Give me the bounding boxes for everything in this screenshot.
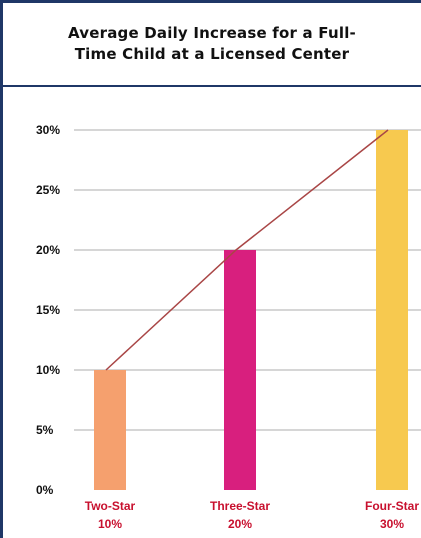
category-label: Two-Star — [85, 499, 136, 513]
category-value-label: 30% — [380, 517, 404, 531]
y-tick-label: 0% — [36, 483, 54, 497]
bar-three-star — [224, 250, 256, 490]
chart-title: Average Daily Increase for a Full- Time … — [27, 23, 397, 65]
category-label: Four-Star — [365, 499, 419, 513]
y-tick-label: 30% — [36, 123, 60, 137]
title-box: Average Daily Increase for a Full- Time … — [3, 3, 421, 87]
bar-two-star — [94, 370, 126, 490]
y-tick-label: 15% — [36, 303, 60, 317]
trend-line — [105, 129, 389, 371]
chart-title-line-1: Average Daily Increase for a Full- — [68, 24, 356, 42]
y-tick-label: 25% — [36, 183, 60, 197]
bar-chart: 0% 5% 10% 15% 20% 25% 30% Two-Star 10% Three-Star… — [36, 123, 421, 531]
y-tick-label: 10% — [36, 363, 60, 377]
category-value-label: 10% — [98, 517, 122, 531]
bar-four-star — [376, 130, 408, 490]
y-tick-label: 20% — [36, 243, 60, 257]
chart-title-line-2: Time Child at a Licensed Center — [74, 45, 350, 63]
y-tick-label: 5% — [36, 423, 54, 437]
category-value-label: 20% — [228, 517, 252, 531]
category-label: Three-Star — [210, 499, 270, 513]
